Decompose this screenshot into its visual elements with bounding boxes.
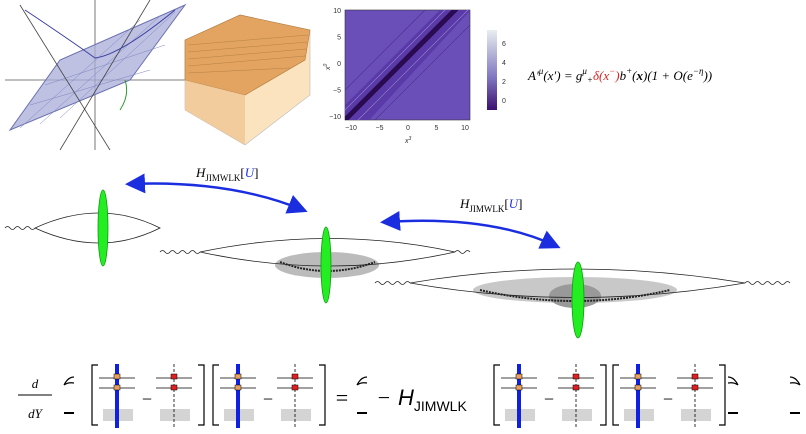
bracket bbox=[319, 365, 325, 425]
op-part: ] bbox=[518, 196, 522, 211]
y-tick-label: 5 bbox=[337, 35, 341, 42]
vertex bbox=[692, 385, 698, 390]
op-part: ] bbox=[254, 165, 258, 180]
gray-block bbox=[681, 409, 711, 421]
op-h: H bbox=[398, 385, 414, 410]
gray-block bbox=[562, 409, 592, 421]
wilson-end bbox=[357, 377, 367, 385]
vertex bbox=[635, 374, 641, 379]
colorbar-tick-label: 6 bbox=[502, 41, 506, 48]
vertex bbox=[114, 374, 120, 379]
wilson-end bbox=[728, 377, 738, 385]
eq-part: A′ bbox=[527, 68, 539, 83]
minus: − bbox=[663, 389, 673, 409]
x-tick-label: 10 bbox=[461, 125, 469, 132]
bracket bbox=[613, 365, 619, 425]
eq-part: )(1 + O(e bbox=[642, 68, 693, 83]
wilson-end bbox=[64, 377, 74, 385]
y-tick-label: 0 bbox=[337, 61, 341, 68]
x-tick-label: −10 bbox=[345, 125, 357, 132]
op-h: H bbox=[195, 165, 206, 180]
x-tick-label: 0 bbox=[406, 125, 410, 132]
bracket bbox=[213, 365, 219, 425]
colorbar-tick-label: 2 bbox=[502, 79, 506, 86]
dipole-diagram bbox=[375, 262, 790, 338]
operator-label: HJIMWLK[U] bbox=[195, 165, 258, 183]
op-sub: JIMWLK bbox=[205, 173, 240, 183]
operator-label: HJIMWLK[U] bbox=[459, 196, 522, 214]
vertex bbox=[692, 374, 698, 379]
minus: − bbox=[263, 389, 273, 409]
eq-part: (x′) = g bbox=[543, 68, 583, 83]
bracket bbox=[494, 365, 500, 425]
bottom-equation: d dY = − HJIMWLK − − − − bbox=[18, 364, 800, 428]
plane-diagram bbox=[5, 0, 185, 150]
bracket bbox=[92, 365, 98, 425]
vertex bbox=[573, 385, 579, 390]
vertex bbox=[516, 385, 522, 390]
fraction-num: d bbox=[32, 376, 39, 391]
colorbar-tick-label: 0 bbox=[502, 98, 506, 105]
y-tick-label: 10 bbox=[333, 8, 341, 15]
minus: − bbox=[142, 389, 152, 409]
eq-part: )) bbox=[702, 68, 712, 83]
minus: − bbox=[378, 385, 390, 410]
op-sub: JIMWLK bbox=[469, 204, 504, 214]
y-axis-label: x0 bbox=[323, 64, 332, 72]
operator: HJIMWLK bbox=[398, 385, 467, 414]
label-sup: 3 bbox=[409, 136, 412, 142]
op-h: H bbox=[459, 196, 470, 211]
vertex bbox=[235, 385, 241, 390]
x-tick-label: −5 bbox=[376, 125, 384, 132]
bracket bbox=[719, 365, 725, 425]
wilson-end bbox=[790, 377, 800, 385]
evolution-arrow bbox=[130, 184, 303, 210]
gray-block bbox=[160, 409, 190, 421]
vertex bbox=[635, 385, 641, 390]
vertex bbox=[292, 385, 298, 390]
op-sub: JIMWLK bbox=[414, 398, 468, 414]
vertex bbox=[171, 385, 177, 390]
dipole-diagram bbox=[160, 227, 470, 303]
equals: = bbox=[336, 385, 348, 410]
y-tick-label: −10 bbox=[329, 114, 341, 121]
vertex bbox=[573, 374, 579, 379]
gray-block bbox=[281, 409, 311, 421]
page: 1050−5−10−10−505106420x0x3 A′μ(x′) = gμ+… bbox=[0, 0, 806, 434]
vertex bbox=[292, 374, 298, 379]
colorbar-tick-label: 4 bbox=[502, 60, 506, 67]
vertex bbox=[235, 374, 241, 379]
x-axis-label: x3 bbox=[404, 136, 412, 145]
x-tick-label: 5 bbox=[435, 125, 439, 132]
y-tick-label: −5 bbox=[333, 88, 341, 95]
minus: − bbox=[544, 389, 554, 409]
bracket bbox=[600, 365, 606, 425]
bracket bbox=[198, 365, 204, 425]
box-plot-3d bbox=[185, 15, 310, 145]
colorbar bbox=[487, 30, 497, 110]
dipole-diagram bbox=[5, 190, 160, 266]
contour-plot bbox=[325, 0, 497, 135]
eq-sup: −η bbox=[693, 66, 704, 76]
evolution-arrow bbox=[385, 221, 556, 246]
eq-part: δ(x bbox=[593, 68, 609, 83]
vertex bbox=[171, 374, 177, 379]
vertex bbox=[516, 374, 522, 379]
equation: A′μ(x′) = gμ+δ(x−)b+(x)(1 + O(e−η)) bbox=[527, 66, 712, 85]
label-sup: 0 bbox=[323, 64, 329, 67]
fraction-den: dY bbox=[28, 406, 44, 421]
vertex bbox=[114, 385, 120, 390]
